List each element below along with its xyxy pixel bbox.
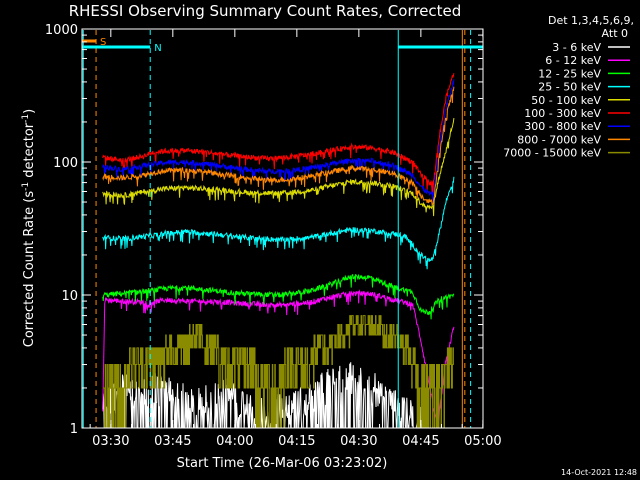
x-tick-label-6: 04:45: [402, 434, 439, 449]
legend-label-2: 6 - 12 keV: [545, 54, 601, 67]
x-tick-label-3: 04:00: [216, 434, 253, 449]
x-tick-label-2: 03:45: [154, 434, 191, 449]
footer-date-stamp: 14-Oct-2021 12:48: [561, 468, 637, 477]
legend-header-line2: Att 0: [602, 27, 628, 40]
chart-title: RHESSI Observing Summary Count Rates, Co…: [69, 2, 462, 20]
flag-label-2: N: [154, 43, 161, 54]
series-line-9: [102, 315, 454, 428]
y-axis-label-exp2: -1: [21, 114, 31, 123]
y-tick-label-4: 1000: [45, 23, 78, 38]
flag-label-1: S: [100, 37, 106, 48]
legend-label-1: 3 - 6 keV: [552, 41, 601, 54]
legend-label-5: 50 - 100 keV: [531, 94, 601, 107]
legend-label-9: 7000 - 15000 keV: [503, 147, 601, 160]
x-tick-label-5: 04:30: [340, 434, 377, 449]
y-axis-label-main: Corrected Count Rate (s: [22, 191, 37, 348]
y-axis-label: Corrected Count Rate (s-1 detector-1): [21, 109, 37, 347]
series-line-4: [102, 176, 455, 270]
y-tick-label-3: 100: [53, 156, 78, 171]
legend-label-4: 25 - 50 keV: [538, 81, 601, 94]
series-line-6: [102, 73, 455, 194]
legend-header-line1: Det 1,3,4,5,6,9,: [548, 14, 634, 27]
x-tick-label-1: 03:30: [92, 434, 129, 449]
series-line-7: [102, 79, 455, 206]
y-axis-label-mid: detector: [22, 122, 37, 182]
legend-label-3: 12 - 25 keV: [538, 67, 601, 80]
series-line-8: [102, 86, 455, 206]
series-line-3: [102, 273, 455, 320]
y-axis-label-end: ): [22, 109, 37, 114]
flag-layer: SN: [82, 37, 483, 54]
series-line-1: [102, 362, 422, 428]
legend-label-6: 100 - 300 keV: [524, 107, 601, 120]
legend-label-7: 300 - 800 keV: [524, 120, 601, 133]
y-tick-label-1: 1: [70, 422, 78, 437]
x-tick-label-7: 05:00: [464, 434, 501, 449]
y-axis-label-exp1: -1: [21, 182, 31, 191]
x-axis-label: Start Time (26-Mar-06 03:23:02): [177, 456, 388, 471]
x-tick-label-4: 04:15: [278, 434, 315, 449]
vline-layer: [82, 30, 472, 428]
plot-frame: [81, 28, 484, 429]
series-line-5: [102, 118, 455, 217]
axis-layer: 03:30 03:45 04:00 04:15 04:30 04:45 05:00 1 10 10…: [45, 23, 502, 449]
series-layer: [102, 73, 455, 428]
legend-label-8: 800 - 7000 keV: [517, 133, 601, 146]
y-tick-label-2: 10: [61, 289, 78, 304]
